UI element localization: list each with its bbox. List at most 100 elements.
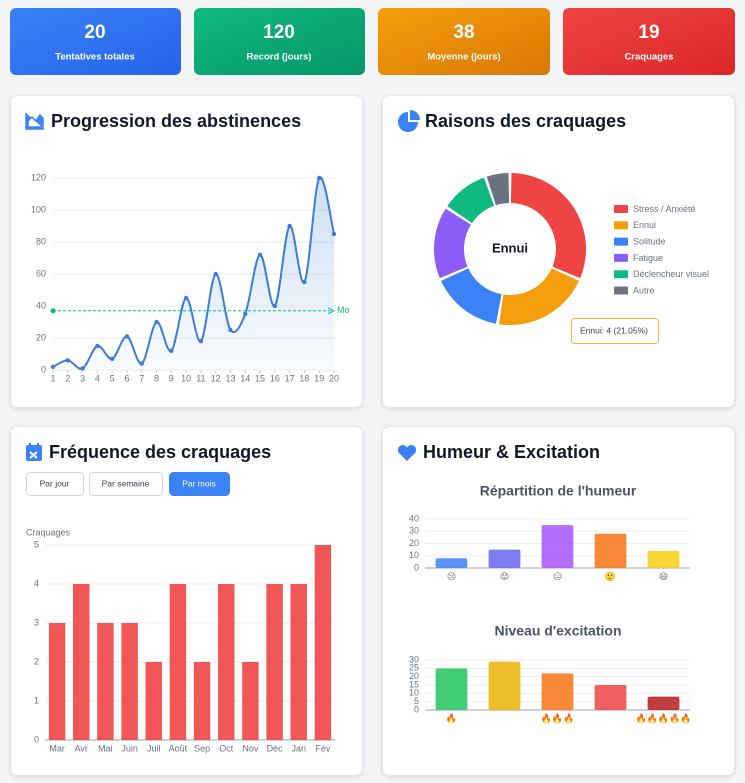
filter-button[interactable] bbox=[169, 472, 230, 496]
chart-title: Niveau d'excitation bbox=[494, 623, 621, 639]
legend-swatch bbox=[614, 205, 628, 213]
x-tick-label: Juil bbox=[147, 743, 161, 753]
point bbox=[154, 319, 159, 325]
point bbox=[243, 311, 248, 317]
y-tick-label: 3 bbox=[34, 617, 39, 627]
bar bbox=[242, 662, 259, 740]
point bbox=[169, 348, 174, 353]
legend-label: Solitude bbox=[633, 236, 666, 246]
x-tick-label: 14 bbox=[240, 373, 250, 383]
y-tick-label: 20 bbox=[409, 671, 419, 681]
x-tick-label: 20 bbox=[329, 373, 339, 383]
x-tick-label: Jan bbox=[291, 743, 306, 753]
bar bbox=[647, 550, 680, 568]
legend-label: Déclencheur visuel bbox=[633, 269, 709, 279]
legend-label: Autre bbox=[633, 285, 655, 295]
point bbox=[317, 175, 322, 181]
y-tick-label: 5 bbox=[414, 696, 419, 706]
x-tick-label: 3 bbox=[80, 373, 85, 383]
y-tick-label: 30 bbox=[409, 654, 419, 664]
x-tick-label: 😐 bbox=[553, 571, 562, 581]
legend-swatch bbox=[614, 237, 628, 246]
x-tick-label: 😟 bbox=[500, 571, 509, 581]
donut-slice bbox=[486, 173, 510, 206]
stat-label: Tentatives totales bbox=[55, 52, 135, 63]
x-tick-label: 19 bbox=[314, 373, 324, 383]
icon bbox=[26, 445, 42, 461]
bar bbox=[218, 584, 235, 740]
stat-card bbox=[378, 8, 550, 75]
stat-label: Moyenne (jours) bbox=[427, 52, 500, 63]
y-tick-label: 10 bbox=[409, 688, 419, 698]
bar bbox=[73, 584, 90, 740]
reference-marker bbox=[50, 308, 56, 314]
point bbox=[198, 339, 204, 344]
bar bbox=[594, 533, 627, 568]
x-tick-label: Sep bbox=[194, 743, 210, 753]
point bbox=[65, 358, 70, 363]
x-tick-label: 1 bbox=[50, 373, 55, 383]
donut-slice bbox=[447, 177, 495, 224]
panel-title: Fréquence des craquages bbox=[49, 442, 271, 462]
filter-button-label[interactable]: Par mois bbox=[182, 478, 216, 488]
line-area bbox=[53, 177, 334, 370]
y-tick-label: 40 bbox=[409, 513, 419, 523]
x-tick-label: 🙂 bbox=[605, 571, 616, 581]
y-tick-label: 60 bbox=[36, 268, 46, 278]
filter-button-label[interactable]: Par jour bbox=[40, 478, 70, 488]
donut-slice bbox=[434, 208, 471, 279]
y-tick-label: 40 bbox=[36, 300, 46, 310]
bar bbox=[266, 584, 283, 740]
chart-title: Répartition de l'humeur bbox=[480, 483, 637, 499]
y-tick-label: 100 bbox=[31, 204, 46, 214]
x-tick-label: Nov bbox=[242, 743, 259, 753]
icon bbox=[397, 445, 417, 461]
point bbox=[257, 252, 263, 257]
filter-button[interactable] bbox=[89, 472, 163, 496]
y-tick-label: 10 bbox=[409, 550, 419, 560]
y-tick-label: 1 bbox=[34, 695, 39, 705]
point bbox=[80, 366, 85, 371]
y-tick-label: 120 bbox=[31, 172, 46, 182]
y-tick-label: 15 bbox=[409, 679, 419, 689]
x-tick-label: 16 bbox=[270, 373, 280, 383]
x-tick-label: Mar bbox=[49, 743, 65, 753]
point bbox=[331, 231, 337, 237]
x-tick-label: 15 bbox=[255, 373, 265, 383]
y-tick-label: 25 bbox=[409, 663, 419, 673]
point bbox=[109, 356, 115, 361]
x-tick-label: 12 bbox=[211, 373, 221, 383]
icon bbox=[398, 110, 420, 132]
point bbox=[50, 364, 56, 369]
x-tick-label: 4 bbox=[95, 373, 100, 383]
y-tick-label: 0 bbox=[414, 704, 419, 714]
x-tick-label: 10 bbox=[181, 373, 191, 383]
tooltip bbox=[571, 318, 659, 344]
x-tick-label: Déc bbox=[267, 743, 284, 753]
x-tick-label: 18 bbox=[299, 373, 309, 383]
x-tick-label: 17 bbox=[285, 373, 295, 383]
filter-button[interactable] bbox=[26, 472, 84, 496]
y-tick-label: 4 bbox=[34, 578, 39, 588]
point bbox=[124, 334, 130, 339]
legend-swatch bbox=[614, 221, 628, 230]
y-tick-label: 2 bbox=[34, 656, 39, 666]
x-tick-label: Oct bbox=[219, 743, 234, 753]
bar bbox=[290, 584, 307, 740]
stat-value: 38 bbox=[453, 22, 474, 43]
x-tick-label: Mai bbox=[98, 743, 113, 753]
panel-title: Progression des abstinences bbox=[51, 111, 301, 131]
point bbox=[139, 361, 144, 366]
filter-button-label[interactable]: Par semaine bbox=[102, 478, 150, 488]
x-tick-label: 🔥 bbox=[446, 712, 457, 723]
legend-label: Ennui bbox=[633, 220, 656, 230]
x-tick-label: Fév bbox=[315, 743, 331, 753]
bar bbox=[435, 668, 468, 710]
y-tick-label: 30 bbox=[409, 526, 419, 536]
x-tick-label: 7 bbox=[139, 373, 144, 383]
donut-slice bbox=[498, 268, 579, 326]
bar bbox=[541, 673, 574, 710]
icon bbox=[29, 443, 39, 447]
x-tick-label: 2 bbox=[65, 373, 70, 383]
